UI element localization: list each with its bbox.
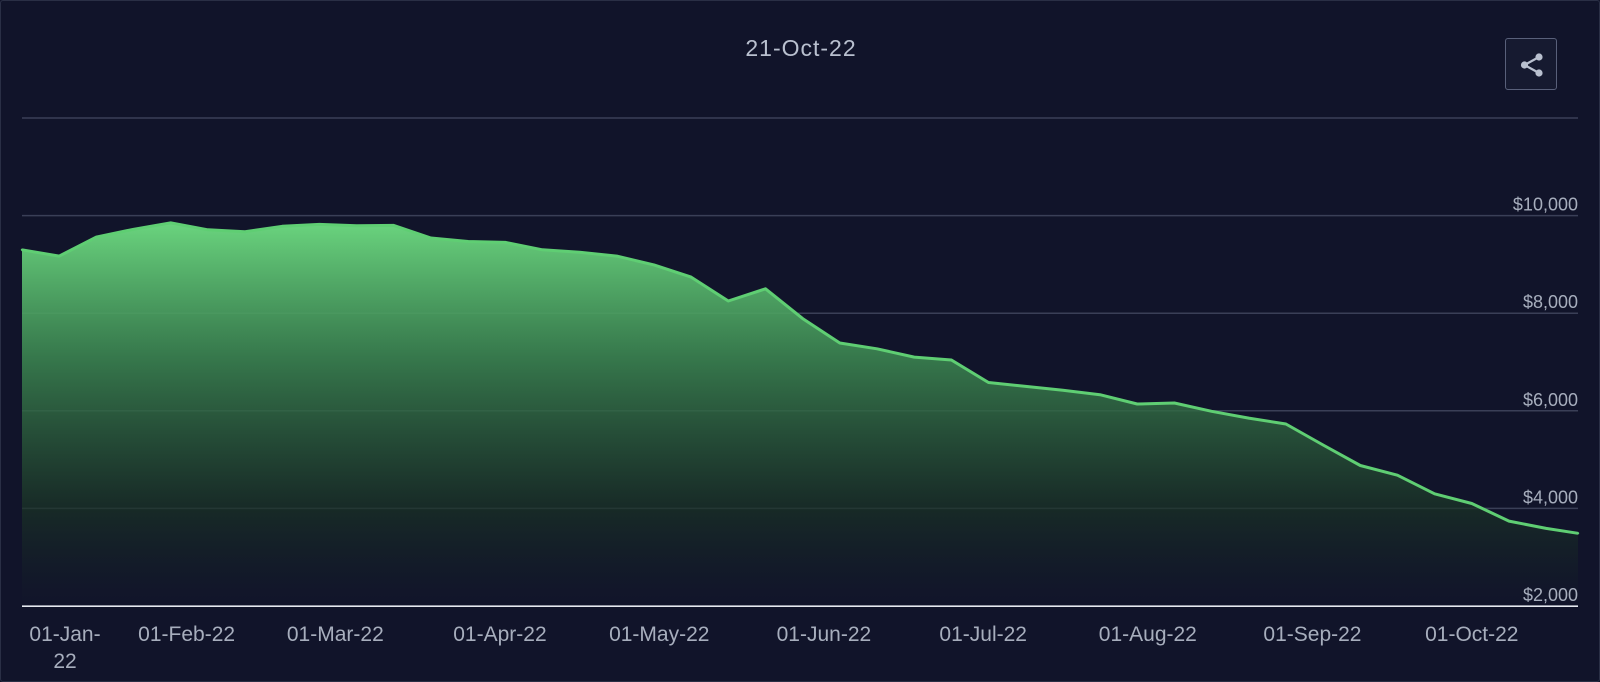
data-point[interactable]	[727, 299, 730, 303]
x-tick-label: 01-Feb-22	[138, 623, 235, 646]
share-button[interactable]	[1505, 38, 1557, 90]
data-point[interactable]	[950, 358, 953, 362]
y-tick-label: $8,000	[1523, 292, 1578, 312]
data-point[interactable]	[1396, 474, 1399, 477]
data-point[interactable]	[1098, 393, 1102, 396]
data-point[interactable]	[95, 235, 98, 239]
data-point[interactable]	[392, 224, 395, 227]
series-area	[22, 222, 1578, 606]
data-point[interactable]	[1247, 416, 1250, 420]
y-tick-label: $10,000	[1513, 195, 1578, 215]
data-point[interactable]	[1284, 422, 1288, 426]
x-tick-label: 01-Jun-22	[777, 623, 872, 646]
chart-title: 21-Oct-22	[745, 35, 857, 61]
data-point[interactable]	[1321, 443, 1325, 447]
data-point[interactable]	[355, 224, 358, 227]
data-point[interactable]	[132, 228, 135, 231]
data-point[interactable]	[206, 228, 210, 231]
x-tick-label: 01-Jan-22	[29, 623, 100, 673]
y-tick-label: $4,000	[1523, 487, 1578, 507]
data-point[interactable]	[1359, 464, 1362, 467]
data-point[interactable]	[1433, 492, 1436, 495]
data-point[interactable]	[1544, 527, 1548, 530]
data-point[interactable]	[875, 347, 879, 350]
y-tick-label: $6,000	[1523, 390, 1578, 410]
x-tick-label: 01-Sep-22	[1263, 623, 1361, 646]
data-point[interactable]	[58, 254, 61, 258]
data-point[interactable]	[1136, 402, 1139, 406]
data-point[interactable]	[466, 240, 470, 243]
x-tick-label: 01-Apr-22	[453, 623, 546, 646]
data-point[interactable]	[801, 317, 804, 320]
data-point[interactable]	[169, 221, 172, 225]
data-point[interactable]	[281, 225, 284, 228]
data-point[interactable]	[504, 241, 507, 244]
x-tick-label: 01-May-22	[609, 623, 709, 646]
data-point[interactable]	[652, 263, 656, 267]
data-point[interactable]	[1061, 389, 1065, 392]
x-tick-label: 01-Jul-22	[939, 623, 1027, 646]
x-tick-label: 01-Aug-22	[1099, 623, 1197, 646]
data-point[interactable]	[541, 248, 544, 251]
data-point[interactable]	[1173, 401, 1176, 405]
data-point[interactable]	[1507, 519, 1511, 523]
data-point[interactable]	[987, 381, 990, 384]
data-point[interactable]	[615, 254, 618, 258]
share-icon	[1520, 53, 1543, 77]
data-point[interactable]	[913, 355, 916, 359]
data-point[interactable]	[1024, 385, 1027, 388]
data-point[interactable]	[764, 287, 767, 290]
data-point[interactable]	[1576, 532, 1580, 535]
data-point[interactable]	[20, 248, 24, 251]
data-point[interactable]	[1210, 410, 1213, 413]
y-tick-label: $2,000	[1523, 585, 1578, 605]
data-point[interactable]	[578, 251, 581, 254]
x-tick-label: 01-Oct-22	[1425, 623, 1518, 646]
x-tick-label: 01-Mar-22	[287, 623, 384, 646]
data-point[interactable]	[318, 223, 321, 226]
data-point[interactable]	[838, 341, 841, 345]
data-point[interactable]	[243, 230, 247, 233]
data-point[interactable]	[1470, 502, 1474, 505]
data-point[interactable]	[689, 275, 693, 279]
data-point[interactable]	[429, 236, 433, 240]
